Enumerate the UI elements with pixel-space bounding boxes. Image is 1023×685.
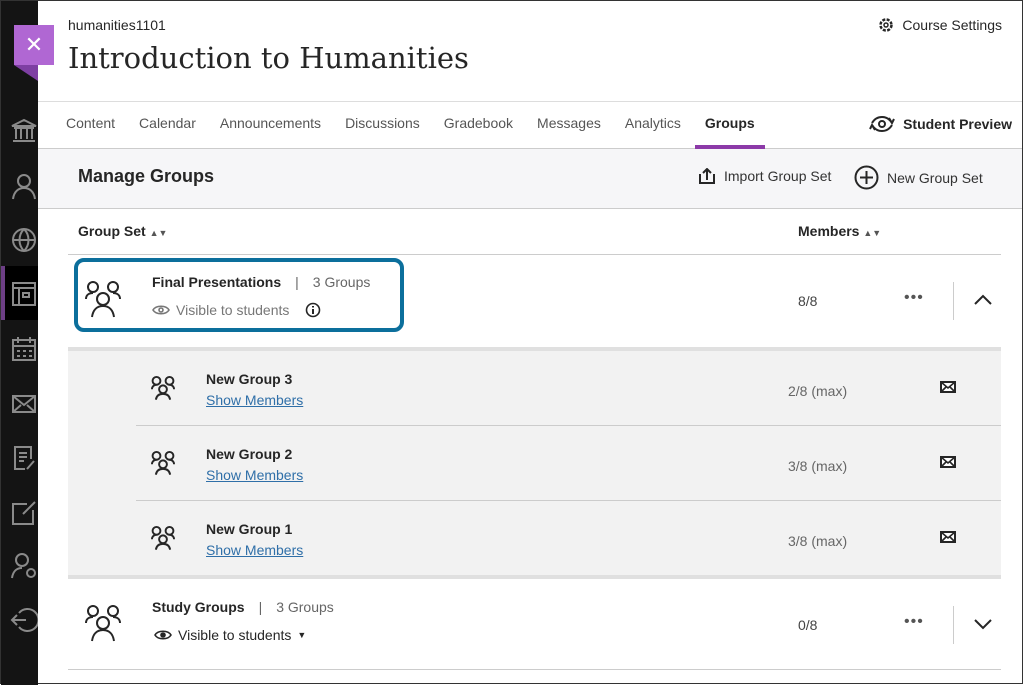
visibility-label: Visible to students bbox=[178, 627, 292, 643]
sort-icon: ▲▼ bbox=[149, 228, 168, 238]
course-title: Introduction to Humanities bbox=[68, 41, 469, 75]
tab-calendar[interactable]: Calendar bbox=[139, 115, 196, 131]
import-group-set-button[interactable]: Import Group Set bbox=[698, 168, 831, 184]
divider bbox=[953, 282, 954, 320]
group-set-header-label: Group Set bbox=[78, 223, 146, 239]
grades-icon[interactable] bbox=[9, 443, 38, 473]
tab-analytics[interactable]: Analytics bbox=[624, 115, 681, 131]
group-icon bbox=[85, 281, 121, 318]
expanded-groups: New Group 3 Show Members 2/8 (max) New G… bbox=[68, 347, 1001, 579]
sign-out-icon[interactable] bbox=[9, 605, 38, 635]
group-name: New Group 1 bbox=[206, 521, 293, 537]
chevron-up-icon[interactable] bbox=[973, 293, 993, 307]
group-icon bbox=[150, 375, 176, 400]
manage-groups-bar: Manage Groups Import Group Set New Group… bbox=[38, 149, 1022, 209]
group-row: New Group 3 Show Members 2/8 (max) bbox=[136, 351, 1001, 426]
course-settings-button[interactable]: Course Settings bbox=[878, 17, 1002, 33]
members-column-header[interactable]: Members ▲▼ bbox=[798, 223, 881, 239]
course-main: humanities1101 Introduction to Humanitie… bbox=[38, 1, 1022, 683]
chevron-down-icon[interactable] bbox=[973, 617, 993, 631]
close-course-button[interactable]: ✕ bbox=[14, 25, 54, 65]
more-options-button[interactable]: ••• bbox=[904, 613, 924, 630]
group-set-name[interactable]: Study Groups bbox=[152, 599, 245, 615]
group-members-count: 2/8 (max) bbox=[788, 383, 848, 399]
show-members-link[interactable]: Show Members bbox=[206, 542, 304, 558]
tab-list: Content Calendar Announcements Discussio… bbox=[66, 102, 765, 149]
visibility-label: Visible to students bbox=[176, 302, 290, 318]
new-group-set-button[interactable]: New Group Set bbox=[854, 165, 983, 190]
separator: | bbox=[258, 599, 263, 615]
group-row: New Group 2 Show Members 3/8 (max) bbox=[136, 426, 1001, 501]
caret-down-icon: ▼ bbox=[297, 630, 307, 640]
course-code: humanities1101 bbox=[68, 17, 166, 33]
group-count: 3 Groups bbox=[312, 274, 371, 290]
page-title: Manage Groups bbox=[78, 166, 215, 186]
tab-groups[interactable]: Groups bbox=[694, 102, 765, 149]
divider bbox=[953, 606, 954, 644]
group-set-title-row: Study Groups | 3 Groups bbox=[152, 599, 334, 615]
group-set-name[interactable]: Final Presentations bbox=[152, 274, 282, 290]
mail-icon[interactable] bbox=[940, 456, 956, 468]
group-name: New Group 3 bbox=[206, 371, 293, 387]
group-members-count: 3/8 (max) bbox=[788, 458, 848, 474]
profile-icon[interactable] bbox=[9, 171, 38, 201]
sort-icon: ▲▼ bbox=[863, 228, 882, 238]
plus-circle-icon bbox=[854, 165, 879, 190]
divider bbox=[68, 254, 1001, 255]
tab-content[interactable]: Content bbox=[66, 115, 116, 131]
eye-icon bbox=[152, 305, 170, 315]
visibility-status: Visible to students bbox=[152, 302, 321, 318]
group-icon bbox=[150, 450, 176, 475]
members-count: 0/8 bbox=[798, 617, 818, 633]
divider bbox=[68, 669, 1001, 670]
gear-icon bbox=[879, 18, 894, 32]
student-preview-button[interactable]: Student Preview bbox=[869, 114, 1012, 134]
eye-icon bbox=[154, 630, 172, 640]
side-nav bbox=[1, 1, 38, 685]
group-icon bbox=[150, 525, 176, 550]
group-set-title-row: Final Presentations | 3 Groups bbox=[152, 274, 370, 290]
student-preview-icon bbox=[869, 115, 895, 133]
members-header-label: Members bbox=[798, 223, 860, 239]
group-icon bbox=[85, 605, 121, 642]
institution-icon[interactable] bbox=[9, 116, 38, 146]
tools-icon[interactable] bbox=[9, 551, 38, 581]
globe-icon[interactable] bbox=[9, 225, 38, 255]
courses-icon[interactable] bbox=[9, 279, 38, 309]
focused-group-set-title[interactable] bbox=[74, 258, 404, 332]
close-button-tail bbox=[14, 65, 38, 81]
course-tabs: Content Calendar Announcements Discussio… bbox=[38, 101, 1022, 149]
tab-gradebook[interactable]: Gradebook bbox=[443, 115, 514, 131]
more-options-button[interactable]: ••• bbox=[904, 289, 924, 306]
tab-discussions[interactable]: Discussions bbox=[345, 115, 420, 131]
calendar-icon[interactable] bbox=[9, 334, 38, 364]
visibility-dropdown[interactable]: Visible to students ▼ bbox=[154, 627, 306, 643]
show-members-link[interactable]: Show Members bbox=[206, 467, 304, 483]
tab-messages[interactable]: Messages bbox=[537, 115, 601, 131]
show-members-link[interactable]: Show Members bbox=[206, 392, 304, 408]
student-preview-label: Student Preview bbox=[903, 116, 1012, 132]
info-icon[interactable] bbox=[305, 302, 321, 318]
group-row: New Group 1 Show Members 3/8 (max) bbox=[136, 501, 1001, 576]
group-name: New Group 2 bbox=[206, 446, 293, 462]
edit-icon[interactable] bbox=[9, 498, 38, 528]
mail-icon[interactable] bbox=[940, 531, 956, 543]
members-count: 8/8 bbox=[798, 293, 818, 309]
mail-icon[interactable] bbox=[940, 381, 956, 393]
import-group-set-label: Import Group Set bbox=[724, 168, 832, 184]
group-count: 3 Groups bbox=[276, 599, 334, 615]
messages-icon[interactable] bbox=[9, 389, 38, 419]
group-set-column-header[interactable]: Group Set ▲▼ bbox=[78, 223, 167, 239]
separator: | bbox=[295, 274, 299, 290]
tab-announcements[interactable]: Announcements bbox=[219, 115, 322, 131]
new-group-set-label: New Group Set bbox=[887, 169, 983, 186]
upload-icon bbox=[699, 168, 715, 184]
group-members-count: 3/8 (max) bbox=[788, 533, 848, 549]
course-settings-label: Course Settings bbox=[902, 17, 1002, 33]
